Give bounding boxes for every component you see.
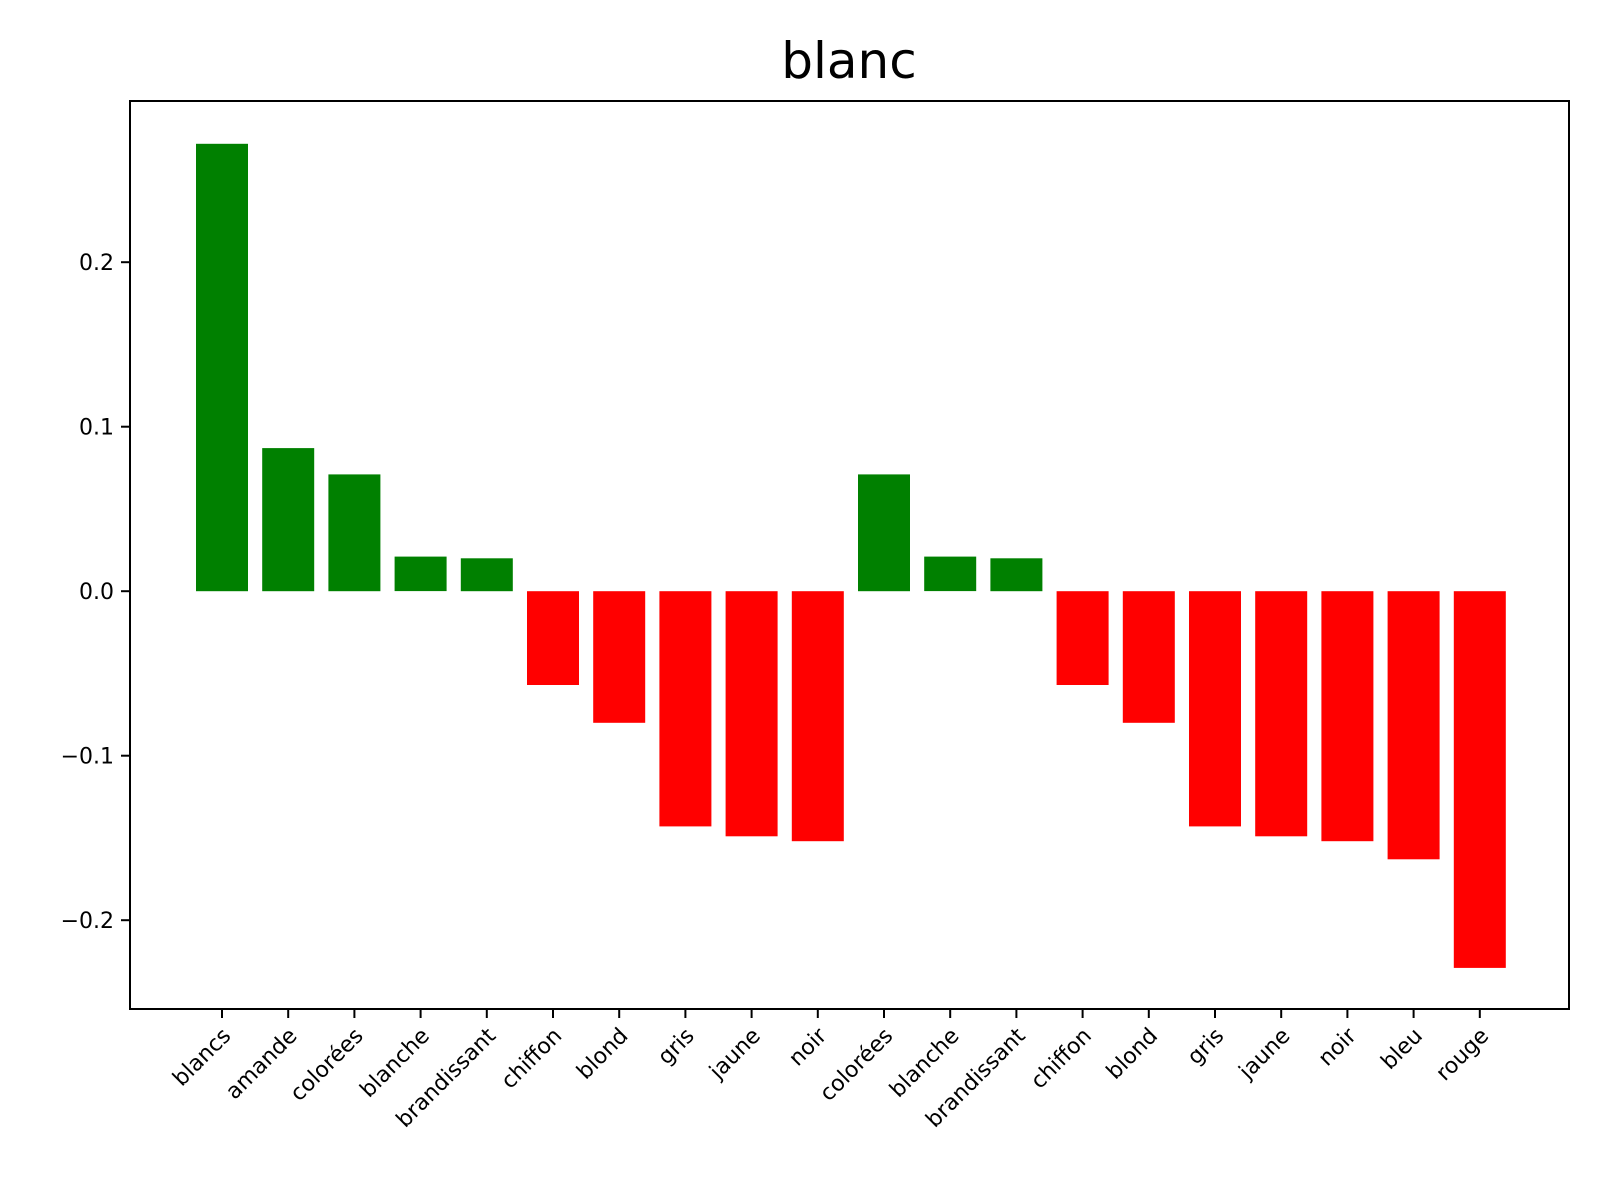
bar-bleu-18 [1387,591,1440,860]
bar-gris-7 [659,591,712,827]
x-tick-label: colorées [815,1024,898,1107]
bar-noir-17 [1321,591,1374,842]
x-tick-label: gris [653,1024,699,1070]
bar-jaune-16 [1255,591,1308,837]
bar-blond-14 [1122,591,1175,723]
x-tick-label: bleu [1377,1024,1428,1075]
bar-rouge-19 [1453,591,1506,968]
x-tick-label: blond [1102,1024,1163,1085]
x-tick-label: rouge [1431,1024,1494,1087]
x-tick-label: gris [1183,1024,1229,1070]
x-axis: blancsamandecoloréesblanchebrandissantch… [168,1009,1494,1133]
bar-noir-9 [791,591,844,842]
bar-brandissant-12 [990,558,1043,592]
y-tick-label: 0.2 [79,251,114,276]
bar-colorées-2 [328,474,381,592]
bar-chiffon-13 [1056,591,1109,685]
x-tick-label: blond [572,1024,633,1085]
plot-frame [129,100,1570,1010]
y-tick-label: −0.2 [61,909,114,934]
bar-blond-6 [593,591,646,723]
chart-title: blanc [781,32,916,90]
bar-chiffon-5 [527,591,579,685]
x-tick-label: jaune [704,1024,766,1086]
bar-jaune-8 [725,591,778,837]
bars-group [196,143,1506,968]
bar-blanche-3 [394,556,447,592]
bar-blancs-0 [196,143,248,592]
bar-brandissant-4 [460,558,513,592]
bar-colorées-10 [858,474,910,592]
y-tick-label: 0.1 [79,416,114,441]
bar-gris-15 [1189,591,1241,827]
bar-amande-1 [262,448,315,592]
x-tick-label: colorées [286,1024,369,1107]
x-tick-label: chiffon [497,1024,568,1095]
x-tick-label: jaune [1234,1024,1296,1086]
bar-blanche-11 [924,556,977,592]
x-tick-label: chiffon [1026,1024,1097,1095]
y-axis: −0.2 −0.1 0.0 0.1 0.2 [61,251,130,934]
x-tick-label: noir [784,1023,832,1071]
y-tick-label: 0.0 [79,580,114,605]
y-tick-label: −0.1 [61,745,114,770]
x-tick-label: noir [1314,1023,1362,1071]
